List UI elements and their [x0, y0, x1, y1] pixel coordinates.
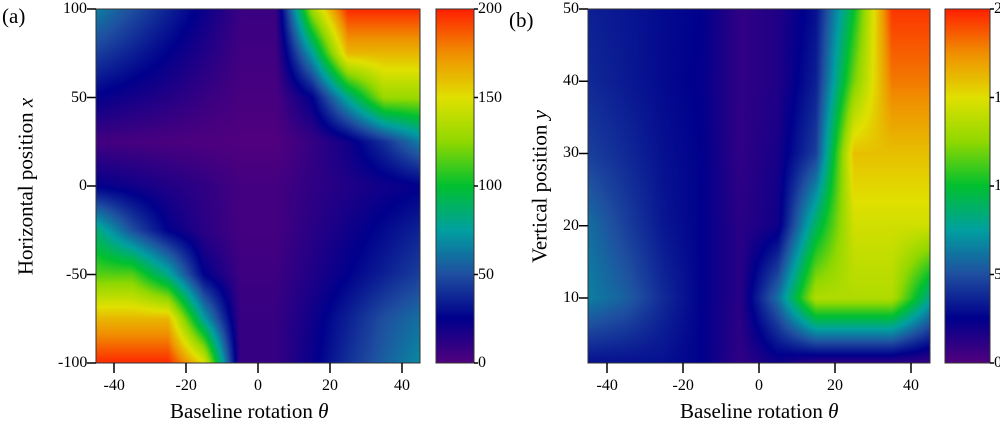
panel-a-x-axis-label: Baseline rotation θ: [170, 399, 328, 424]
panel-b-x-axis-label: Baseline rotation θ: [680, 399, 838, 424]
panel-a-label: (a): [2, 4, 26, 28]
plot-frame: [587, 8, 931, 364]
x-tick-label: 20: [322, 377, 338, 394]
colorbar-tick-label: 50: [478, 265, 494, 283]
colorbar-tick-label: 150: [478, 88, 502, 106]
x-axis-label-symbol: θ: [828, 399, 839, 423]
y-tick-label: 10: [563, 288, 579, 306]
colorbar-tick-label: 200: [994, 0, 1000, 17]
panel-a-heatmap: [96, 9, 420, 363]
y-tick-label: 0: [79, 177, 87, 194]
colorbar-tick-label: 0: [994, 354, 1000, 371]
x-tick-label: 40: [903, 377, 919, 394]
y-tick-label: 30: [563, 144, 579, 162]
x-tick-label: -40: [103, 377, 125, 394]
colorbar-tick-label: 200: [478, 0, 502, 17]
y-tick-label: 20: [563, 216, 579, 234]
colorbar-tick-label: 50: [994, 265, 1000, 283]
colorbar-tick-label: 100: [994, 177, 1000, 194]
x-tick-label: 40: [394, 377, 410, 394]
x-tick-label: -20: [672, 377, 694, 394]
y-tick-label: 50: [563, 0, 579, 17]
x-tick-label: -20: [175, 377, 197, 394]
panel-b-heatmap: [588, 9, 930, 363]
panel-b-colorbar: [945, 9, 990, 363]
x-axis-label-text: Baseline rotation: [680, 399, 823, 423]
colorbar-frame: [435, 8, 475, 364]
x-tick-label: 0: [254, 377, 262, 394]
y-tick-label: -50: [66, 265, 88, 283]
x-tick-label: 20: [827, 377, 843, 394]
x-tick-label: 0: [755, 377, 763, 394]
colorbar-frame: [944, 8, 991, 364]
x-axis-label-symbol: θ: [318, 399, 329, 423]
panel-a-colorbar: [436, 9, 474, 363]
y-tick-label: -100: [58, 354, 88, 371]
x-tick-label: -40: [596, 377, 618, 394]
colorbar-tick-label: 0: [478, 354, 486, 371]
plot-frame: [95, 8, 421, 364]
colorbar-tick-label: 150: [994, 88, 1000, 106]
y-tick-label: 50: [71, 88, 87, 106]
colorbar-tick-label: 100: [478, 177, 502, 194]
y-tick-label: 100: [63, 0, 87, 17]
x-axis-label-text: Baseline rotation: [170, 399, 313, 423]
y-tick-label: 40: [563, 72, 579, 90]
panel-b-label: (b): [509, 8, 534, 32]
